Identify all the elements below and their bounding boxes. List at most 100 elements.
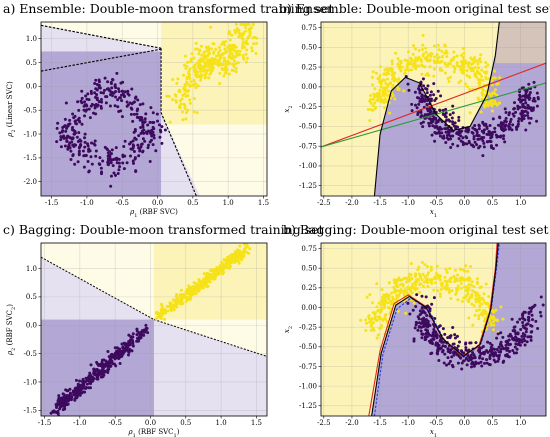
- point-yellow: [228, 38, 232, 42]
- point-yellow: [409, 273, 413, 277]
- point-yellow: [202, 51, 206, 55]
- point-yellow: [421, 43, 425, 47]
- point-purple: [146, 331, 150, 335]
- point-purple: [521, 313, 525, 317]
- point-purple: [433, 316, 437, 320]
- y-tick-label: -0.25: [299, 323, 317, 331]
- point-purple: [148, 140, 152, 144]
- point-yellow: [478, 83, 482, 87]
- point-purple: [128, 101, 132, 105]
- point-purple: [54, 402, 58, 406]
- point-purple: [141, 123, 145, 127]
- point-yellow: [390, 62, 394, 66]
- point-purple: [526, 106, 530, 110]
- point-yellow: [477, 308, 481, 312]
- point-purple: [523, 98, 527, 102]
- point-purple: [119, 109, 123, 113]
- point-yellow: [418, 283, 422, 287]
- point-yellow: [443, 51, 447, 55]
- point-purple: [423, 324, 427, 328]
- point-purple: [499, 350, 503, 354]
- point-purple: [406, 82, 410, 86]
- point-yellow: [452, 274, 456, 278]
- point-yellow: [187, 69, 191, 73]
- point-yellow: [204, 56, 208, 60]
- y-tick-label: -0.5: [24, 106, 38, 114]
- point-purple: [512, 107, 516, 111]
- decision-region: [161, 112, 200, 196]
- point-purple: [482, 131, 486, 135]
- point-yellow: [421, 47, 425, 51]
- point-purple: [81, 149, 85, 153]
- point-purple: [453, 121, 457, 125]
- point-yellow: [198, 69, 202, 73]
- point-purple: [504, 123, 508, 127]
- point-yellow: [450, 289, 454, 293]
- point-purple: [74, 395, 78, 399]
- point-yellow: [416, 58, 420, 62]
- point-purple: [431, 342, 435, 346]
- point-purple: [117, 157, 121, 161]
- point-yellow: [220, 63, 224, 67]
- point-yellow: [185, 82, 189, 86]
- point-yellow: [480, 68, 484, 72]
- point-purple: [407, 88, 411, 92]
- point-yellow: [435, 53, 439, 57]
- point-purple: [427, 109, 431, 113]
- point-yellow: [230, 68, 234, 72]
- point-purple: [425, 102, 429, 106]
- point-yellow: [408, 277, 412, 281]
- point-yellow: [198, 48, 202, 52]
- point-purple: [467, 348, 471, 352]
- point-purple: [120, 342, 124, 346]
- point-yellow: [470, 280, 474, 284]
- point-yellow: [445, 270, 449, 274]
- point-yellow: [459, 282, 463, 286]
- point-purple: [482, 145, 486, 149]
- point-purple: [520, 117, 524, 121]
- point-yellow: [221, 264, 225, 268]
- point-yellow: [194, 41, 198, 45]
- point-yellow: [484, 76, 488, 80]
- point-yellow: [416, 268, 420, 272]
- point-yellow: [498, 101, 502, 105]
- point-yellow: [207, 76, 211, 80]
- point-yellow: [234, 66, 238, 70]
- point-purple: [113, 173, 117, 177]
- point-yellow: [425, 72, 429, 76]
- point-yellow: [169, 302, 173, 306]
- point-purple: [539, 314, 543, 318]
- point-purple: [477, 348, 481, 352]
- point-yellow: [425, 264, 429, 268]
- point-purple: [520, 340, 524, 344]
- point-purple: [451, 142, 455, 146]
- point-purple: [502, 137, 506, 141]
- point-yellow: [165, 305, 169, 309]
- point-purple: [490, 343, 494, 347]
- point-purple: [432, 334, 436, 338]
- point-purple: [418, 313, 422, 317]
- point-purple: [451, 122, 455, 126]
- point-yellow: [438, 294, 442, 298]
- point-yellow: [454, 287, 458, 291]
- point-purple: [81, 385, 85, 389]
- point-purple: [424, 332, 428, 336]
- point-yellow: [189, 59, 193, 63]
- point-purple: [439, 94, 443, 98]
- point-purple: [522, 117, 526, 121]
- point-yellow: [204, 279, 208, 283]
- point-purple: [480, 346, 484, 350]
- point-yellow: [459, 60, 463, 64]
- point-purple: [444, 119, 448, 123]
- point-purple: [446, 356, 450, 360]
- x-tick-label: -2.0: [345, 199, 359, 207]
- point-purple: [80, 89, 84, 93]
- point-yellow: [421, 64, 425, 68]
- point-purple: [129, 106, 133, 110]
- point-yellow: [407, 68, 411, 72]
- point-purple: [456, 344, 460, 348]
- point-purple: [55, 406, 59, 410]
- point-purple: [436, 120, 440, 124]
- point-purple: [69, 157, 73, 161]
- point-purple: [497, 345, 501, 349]
